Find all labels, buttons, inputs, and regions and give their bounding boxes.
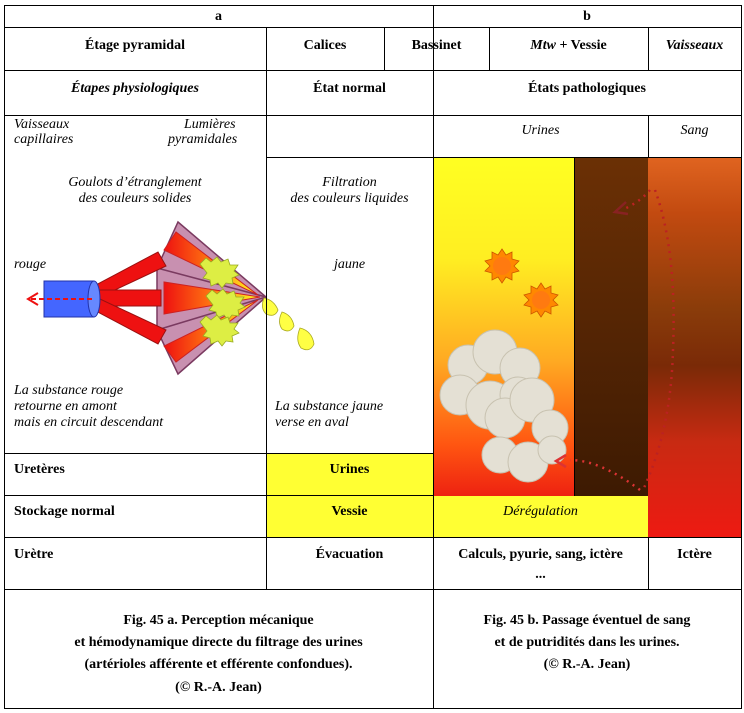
label-subst-rouge-3: mais en circuit descendant: [14, 415, 164, 430]
caption-b-3: (© R.-A. Jean): [543, 657, 631, 672]
label-urines: Urines: [329, 462, 370, 477]
label-etapes: Étapes physiologiques: [71, 81, 199, 96]
label-subst-rouge-1: La substance rouge: [14, 383, 124, 398]
header-a: a: [215, 9, 222, 24]
deregulation-cell-fill: [433, 495, 648, 537]
label-calculs: Calculs, pyurie, sang, ictère: [458, 547, 623, 562]
yellow-drop-3: [297, 327, 315, 351]
label-jaune: jaune: [333, 257, 366, 272]
label-calices: Calices: [303, 38, 347, 53]
sang-column: [648, 157, 741, 537]
label-filtration-2: des couleurs liquides: [290, 191, 409, 206]
cloud-2: [481, 377, 569, 483]
spiky-blob-mid: [205, 288, 246, 321]
spiky-blob-top: [199, 256, 240, 289]
label-deregulation: Dérégulation: [503, 504, 578, 519]
label-vaisseaux: Vaisseaux: [665, 38, 724, 53]
label-uretre: Urètre: [14, 547, 54, 562]
blood-flow-arrow-right: [641, 189, 675, 491]
label-stockage: Stockage normal: [14, 504, 115, 519]
label-rouge: rouge: [14, 257, 47, 272]
label-ictere: Ictère: [677, 547, 712, 562]
label-lumieres-2: pyramidales: [168, 132, 238, 147]
label-etats-patho: États pathologiques: [528, 81, 646, 96]
caption-a-4: (© R.-A. Jean): [175, 680, 262, 695]
label-subst-jaune-2: verse en aval: [275, 415, 349, 430]
label-ureteres: Uretères: [14, 462, 65, 477]
spiky-blob-bot: [199, 314, 240, 347]
caption-b-2: et de putridités dans les urines.: [494, 635, 680, 650]
label-filtration-1: Filtration: [322, 175, 377, 190]
label-goulots-2: des couleurs solides: [78, 191, 192, 206]
label-urines-patho: Urines: [521, 123, 560, 138]
caption-a-2: et hémodynamique directe du filtrage des…: [74, 635, 363, 650]
label-vaisseaux-2: capillaires: [14, 132, 74, 147]
blue-cylinder: [43, 280, 95, 318]
label-etat-normal: État normal: [313, 81, 386, 96]
yellow-drop-1: [262, 297, 279, 316]
blood-flow-arrow-bottom: [569, 458, 641, 492]
label-vessie: Vessie: [331, 504, 368, 519]
label-mtw-vessie: Mtw + Vessie: [489, 37, 648, 54]
return-arrow-head: [26, 292, 39, 306]
label-subst-jaune-1: La substance jaune: [275, 399, 384, 414]
label-mtw: Mtw: [530, 38, 556, 53]
header-b: b: [583, 9, 591, 24]
caption-a-1: Fig. 45 a. Perception mécanique: [123, 613, 314, 628]
label-evacuation: Évacuation: [315, 547, 384, 562]
label-etage-pyramidal: Étage pyramidal: [85, 38, 185, 53]
orange-sun-2: [523, 282, 559, 318]
caption-a-3: (artérioles afférente et efférente confo…: [84, 657, 353, 672]
label-sang: Sang: [680, 123, 709, 138]
label-vessie-top: + Vessie: [555, 38, 607, 53]
label-bassinet: Bassinet: [411, 38, 462, 53]
yellow-drop-2: [279, 311, 295, 332]
caption-b-1: Fig. 45 b. Passage éventuel de sang: [483, 613, 691, 628]
label-lumieres-1: Lumières: [184, 117, 236, 132]
orange-sun-1: [484, 248, 520, 284]
label-subst-rouge-2: retourne en amont: [14, 399, 117, 414]
label-vaisseaux-1: Vaisseaux: [14, 117, 70, 132]
label-ellipsis: ...: [535, 567, 546, 582]
label-goulots-1: Goulots d’étranglement: [68, 175, 202, 190]
blood-flow-arrow-top: [621, 189, 651, 212]
mtw-dark-column: [574, 157, 648, 496]
